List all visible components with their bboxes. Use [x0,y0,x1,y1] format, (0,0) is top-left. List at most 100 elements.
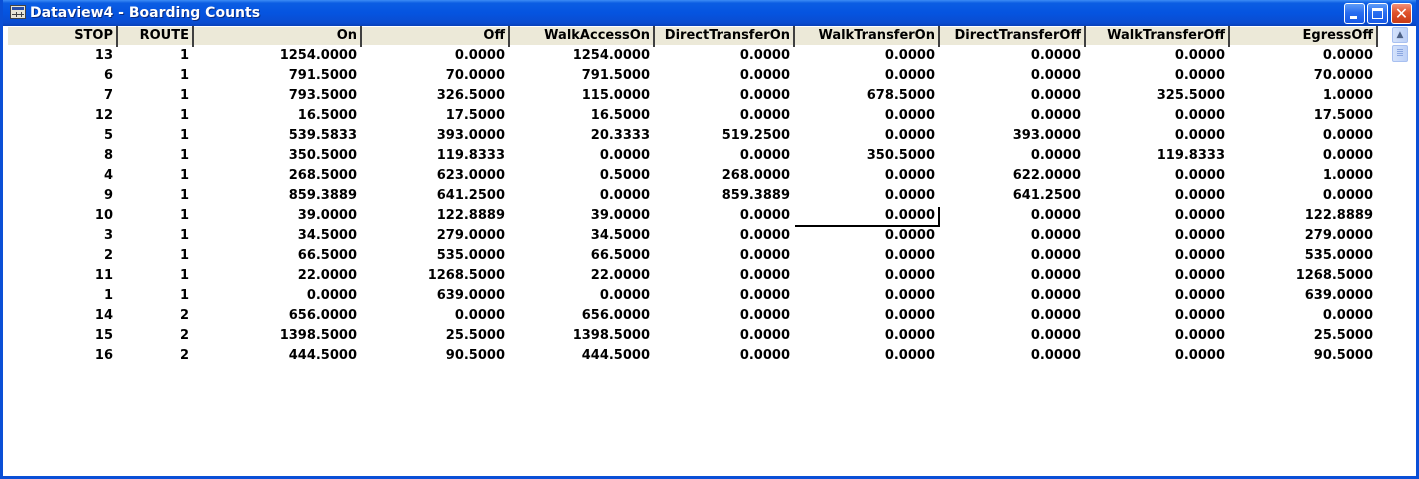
table-cell-walktransferon[interactable]: 350.5000 [866,148,935,163]
table-cell-directtransferon[interactable]: 0.0000 [739,248,790,263]
table-cell-on[interactable]: 539.5833 [288,128,357,143]
table-cell-walktransferoff[interactable]: 0.0000 [1174,268,1225,283]
table-cell-on[interactable]: 34.5000 [297,228,357,243]
table-cell-route[interactable]: 2 [179,308,189,323]
table-cell-on[interactable]: 859.3889 [288,188,357,203]
scroll-thumb[interactable] [1392,45,1408,62]
column-header-walktransferoff[interactable]: WalkTransferOff [1084,26,1230,46]
table-cell-directtransferon[interactable]: 0.0000 [739,328,790,343]
table-cell-egressoff[interactable]: 639.0000 [1304,288,1373,303]
table-cell-walktransferon[interactable]: 0.0000 [884,348,935,363]
column-header-egressoff[interactable]: EgressOff [1228,26,1378,46]
table-cell-directtransferon[interactable]: 0.0000 [739,348,790,363]
table-cell-on[interactable]: 22.0000 [297,268,357,283]
table-cell-route[interactable]: 2 [179,328,189,343]
table-cell-egressoff[interactable]: 0.0000 [1322,148,1373,163]
table-cell-route[interactable]: 1 [179,208,189,223]
table-cell-walkaccesson[interactable]: 444.5000 [581,348,650,363]
table-cell-on[interactable]: 791.5000 [288,68,357,83]
table-cell-on[interactable]: 1254.0000 [279,48,357,63]
table-cell-walktransferon[interactable]: 0.0000 [884,48,935,63]
table-cell-on[interactable]: 268.5000 [288,168,357,183]
column-header-route[interactable]: ROUTE [116,26,194,46]
table-cell-walkaccesson[interactable]: 656.0000 [581,308,650,323]
table-cell-route[interactable]: 1 [179,148,189,163]
table-cell-walkaccesson[interactable]: 34.5000 [590,228,650,243]
table-cell-walktransferon[interactable]: 0.0000 [884,228,935,243]
table-cell-walktransferon[interactable]: 0.0000 [884,168,935,183]
table-cell-walkaccesson[interactable]: 0.5000 [599,168,650,183]
table-cell-directtransferoff[interactable]: 0.0000 [1030,68,1081,83]
table-cell-on[interactable]: 793.5000 [288,88,357,103]
title-bar[interactable]: Dataview4 - Boarding Counts ✕ [3,0,1416,26]
table-cell-directtransferoff[interactable]: 0.0000 [1030,208,1081,223]
table-cell-directtransferoff[interactable]: 0.0000 [1030,288,1081,303]
table-cell-off[interactable]: 122.8889 [436,208,505,223]
table-cell-walktransferoff[interactable]: 0.0000 [1174,288,1225,303]
maximize-button[interactable] [1367,3,1388,24]
table-cell-directtransferon[interactable]: 0.0000 [739,288,790,303]
table-cell-walkaccesson[interactable]: 39.0000 [590,208,650,223]
table-cell-walktransferon[interactable]: 0.0000 [884,108,935,123]
table-cell-directtransferon[interactable]: 0.0000 [739,228,790,243]
column-header-walkaccesson[interactable]: WalkAccessOn [508,26,655,46]
table-cell-directtransferon[interactable]: 0.0000 [739,308,790,323]
table-cell-off[interactable]: 623.0000 [436,168,505,183]
table-cell-directtransferon[interactable]: 268.0000 [721,168,790,183]
table-cell-off[interactable]: 639.0000 [436,288,505,303]
table-cell-off[interactable]: 17.5000 [445,108,505,123]
table-cell-directtransferon[interactable]: 0.0000 [739,268,790,283]
table-cell-egressoff[interactable]: 0.0000 [1322,308,1373,323]
table-cell-stop[interactable]: 7 [103,88,113,103]
table-cell-route[interactable]: 1 [179,288,189,303]
table-cell-off[interactable]: 393.0000 [436,128,505,143]
table-cell-directtransferoff[interactable]: 0.0000 [1030,348,1081,363]
table-cell-egressoff[interactable]: 1268.5000 [1295,268,1373,283]
table-cell-walktransferoff[interactable]: 0.0000 [1174,48,1225,63]
table-cell-stop[interactable]: 9 [103,188,113,203]
table-cell-stop[interactable]: 15 [94,328,113,343]
column-header-directtransferon[interactable]: DirectTransferOn [653,26,795,46]
table-cell-walktransferoff[interactable]: 119.8333 [1156,148,1225,163]
table-cell-on[interactable]: 39.0000 [297,208,357,223]
minimize-button[interactable] [1344,3,1365,24]
table-cell-off[interactable]: 279.0000 [436,228,505,243]
scroll-up-button[interactable]: ▲ [1392,27,1408,43]
table-cell-route[interactable]: 1 [179,68,189,83]
table-cell-stop[interactable]: 3 [103,228,113,243]
table-cell-directtransferon[interactable]: 0.0000 [739,48,790,63]
table-cell-route[interactable]: 1 [179,248,189,263]
table-cell-off[interactable]: 0.0000 [454,308,505,323]
table-cell-egressoff[interactable]: 0.0000 [1322,128,1373,143]
table-cell-route[interactable]: 1 [179,228,189,243]
table-cell-egressoff[interactable]: 122.8889 [1304,208,1373,223]
table-cell-walktransferon[interactable]: 0.0000 [884,188,935,203]
table-cell-walktransferoff[interactable]: 0.0000 [1174,208,1225,223]
table-cell-egressoff[interactable]: 535.0000 [1304,248,1373,263]
column-header-walktransferon[interactable]: WalkTransferOn [793,26,940,46]
table-cell-directtransferoff[interactable]: 0.0000 [1030,268,1081,283]
column-header-on[interactable]: On [192,26,362,46]
table-cell-route[interactable]: 2 [179,348,189,363]
table-cell-stop[interactable]: 2 [103,248,113,263]
table-cell-walktransferoff[interactable]: 0.0000 [1174,348,1225,363]
table-cell-route[interactable]: 1 [179,108,189,123]
table-cell-walktransferon[interactable]: 0.0000 [884,308,935,323]
table-cell-egressoff[interactable]: 1.0000 [1322,168,1373,183]
table-cell-stop[interactable]: 8 [103,148,113,163]
table-cell-egressoff[interactable]: 25.5000 [1313,328,1373,343]
table-cell-walkaccesson[interactable]: 791.5000 [581,68,650,83]
table-cell-stop[interactable]: 12 [94,108,113,123]
table-cell-stop[interactable]: 6 [103,68,113,83]
table-cell-stop[interactable]: 10 [94,208,113,223]
table-cell-route[interactable]: 1 [179,128,189,143]
table-cell-egressoff[interactable]: 17.5000 [1313,108,1373,123]
table-cell-walktransferoff[interactable]: 0.0000 [1174,168,1225,183]
table-cell-walktransferoff[interactable]: 0.0000 [1174,248,1225,263]
table-cell-on[interactable]: 444.5000 [288,348,357,363]
table-cell-walktransferoff[interactable]: 0.0000 [1174,228,1225,243]
table-cell-walktransferon[interactable]: 0.0000 [884,268,935,283]
table-cell-stop[interactable]: 1 [103,288,113,303]
table-cell-walkaccesson[interactable]: 1254.0000 [572,48,650,63]
table-cell-directtransferon[interactable]: 0.0000 [739,88,790,103]
